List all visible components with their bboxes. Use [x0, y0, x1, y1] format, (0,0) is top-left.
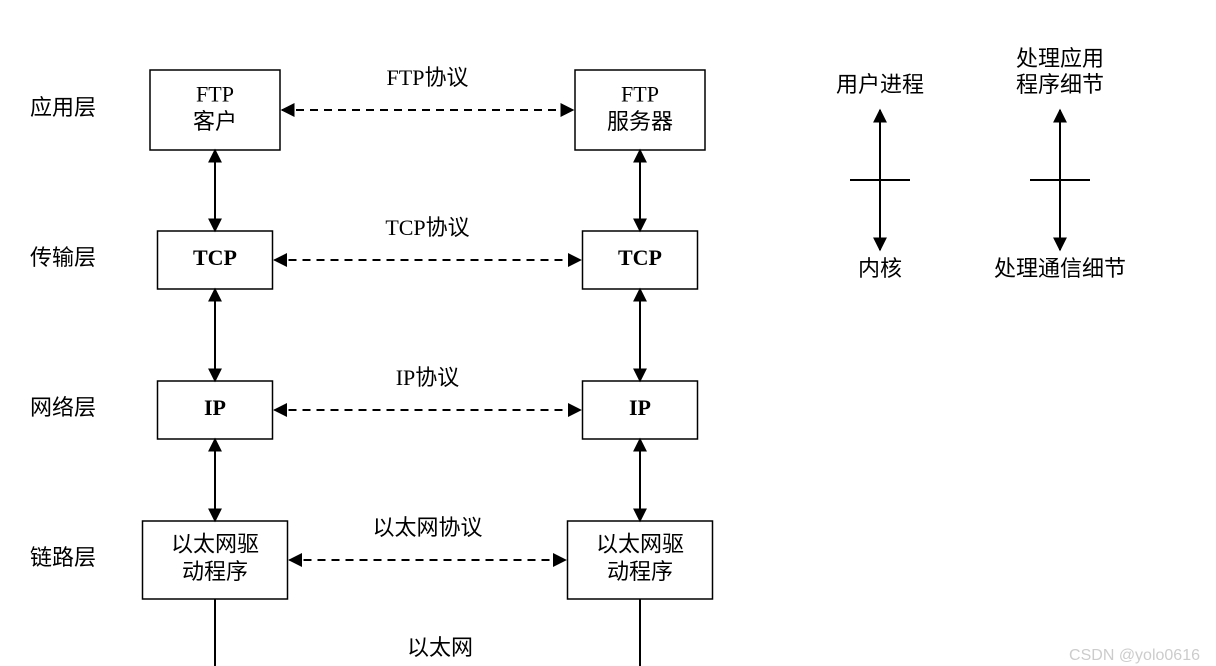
legend_detail: 处理应用程序细节处理通信细节	[994, 46, 1126, 281]
node-ip_left: IP	[158, 381, 273, 439]
layer-label-transport: 传输层	[30, 245, 96, 270]
bottom-ethernet-label: 以太网	[407, 635, 473, 660]
node-ip_right: IP	[583, 381, 698, 439]
node-text-ftp_server-line1: 服务器	[607, 109, 673, 134]
node-ftp_client: FTP 客户	[150, 70, 280, 150]
horizontal-protocol-arrows: FTP协议 TCP协议 IP协议以太网协议	[275, 65, 581, 560]
layer-labels: 应用层传输层网络层链路层	[30, 95, 96, 570]
node-text-eth_right-line1: 动程序	[607, 559, 673, 584]
legend_user: 用户进程内核	[836, 72, 924, 281]
legend_detail-top-label-line0: 处理应用	[1016, 46, 1104, 71]
legend_user-bottom-label: 内核	[858, 256, 902, 281]
node-text-ftp_client-line0: FTP	[196, 81, 234, 106]
node-text-ip_right-line0: IP	[629, 395, 651, 420]
layer-label-application: 应用层	[30, 95, 96, 120]
csdn-watermark: CSDN @yolo0616	[1069, 647, 1200, 664]
network-layer-diagram: 应用层传输层网络层链路层 FTP 客户 FTP 服务器 TCP TCP IP IP 以太网驱动程…	[0, 0, 1216, 666]
protocol-label-tcp_proto: TCP协议	[385, 215, 469, 240]
node-text-eth_right-line0: 以太网驱	[596, 531, 684, 556]
node-text-ftp_client-line1: 客户	[193, 109, 237, 134]
protocol-label-ftp_proto: FTP协议	[387, 65, 469, 90]
node-text-ip_left-line0: IP	[204, 395, 226, 420]
legend: 用户进程内核处理应用程序细节处理通信细节	[836, 46, 1126, 281]
node-ftp_server: FTP 服务器	[575, 70, 705, 150]
node-text-ftp_server-line0: FTP	[621, 81, 659, 106]
legend_user-top-label-line0: 用户进程	[836, 72, 924, 97]
layer-label-network: 网络层	[30, 395, 96, 420]
legend_detail-top-label-line1: 程序细节	[1016, 72, 1104, 97]
protocol-label-eth_proto: 以太网协议	[372, 515, 482, 540]
node-text-eth_left-line0: 以太网驱	[171, 531, 259, 556]
node-text-tcp_right-line0: TCP	[618, 245, 662, 270]
protocol-label-ip_proto: IP协议	[396, 365, 460, 390]
node-text-eth_left-line1: 动程序	[182, 559, 248, 584]
node-tcp_left: TCP	[158, 231, 273, 289]
node-text-tcp_left-line0: TCP	[193, 245, 237, 270]
layer-label-link: 链路层	[30, 545, 96, 570]
node-eth_right: 以太网驱动程序	[568, 521, 713, 599]
node-tcp_right: TCP	[583, 231, 698, 289]
node-eth_left: 以太网驱动程序	[143, 521, 288, 599]
legend_detail-bottom-label: 处理通信细节	[994, 256, 1126, 281]
